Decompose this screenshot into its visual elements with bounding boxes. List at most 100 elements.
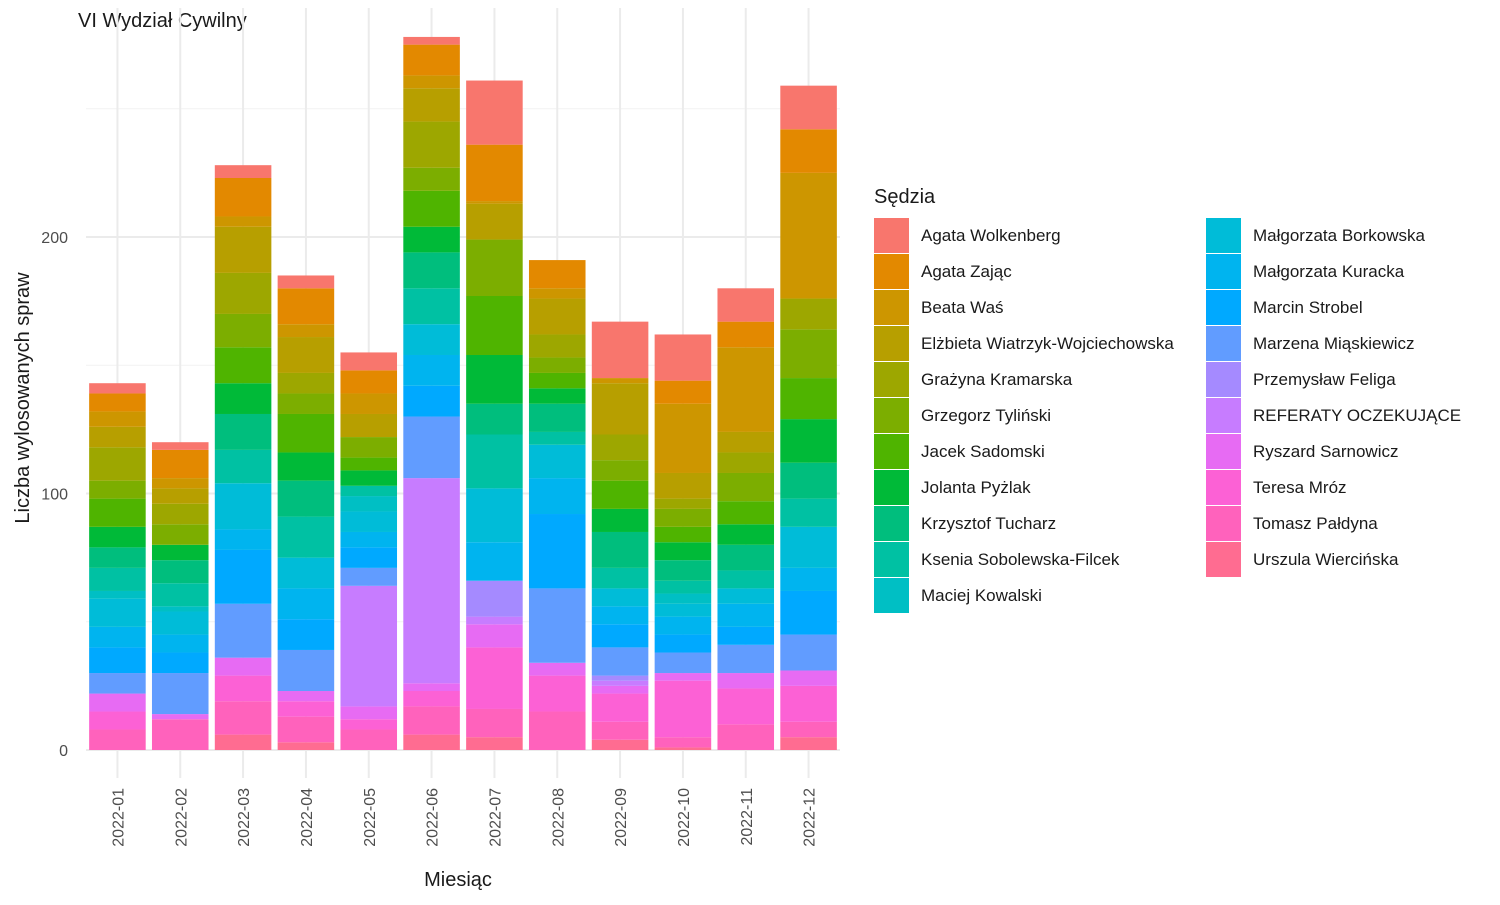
bar-segment <box>717 431 775 453</box>
bar-segment <box>214 483 272 530</box>
legend-label: REFERATY OCZEKUJĄCE <box>1253 406 1461 425</box>
legend-label: Maciej Kowalski <box>921 586 1042 605</box>
bar-segment <box>151 478 209 489</box>
legend-key <box>1206 362 1241 397</box>
bar-segment <box>151 442 209 450</box>
bar-segment <box>654 380 712 404</box>
legend-title: Sędzia <box>874 186 936 208</box>
bar-segment <box>654 498 712 509</box>
bar-segment <box>528 334 586 358</box>
bar-segment <box>151 583 209 607</box>
bar-segment <box>214 226 272 273</box>
bar-segment <box>214 165 272 179</box>
bar-segment <box>591 531 649 568</box>
bar-segment <box>591 460 649 481</box>
legend-key <box>1206 218 1241 253</box>
bar-segment <box>717 501 775 525</box>
bar-segment <box>654 580 712 594</box>
bar-segment <box>717 544 775 571</box>
bar-segment <box>591 588 649 607</box>
bar-segment <box>214 216 272 227</box>
bar-segment <box>403 75 460 89</box>
bar-segment <box>214 603 272 658</box>
bar-segment <box>466 616 523 625</box>
bar-segment <box>780 721 837 738</box>
bar-segment <box>340 585 398 707</box>
bar-segment <box>654 737 712 748</box>
bar-segment <box>89 498 146 527</box>
bar-segment <box>528 357 586 373</box>
bar-segment <box>403 88 460 122</box>
bar-segment <box>340 531 398 548</box>
x-tick-label: 2022-06 <box>425 788 442 847</box>
bar-segment <box>340 706 398 720</box>
bar-segment <box>403 324 460 355</box>
legend-key <box>1206 326 1241 361</box>
bar-segment <box>340 413 398 438</box>
bar-segment <box>403 691 460 707</box>
bar-segment <box>277 337 335 373</box>
bar-segment <box>340 393 398 414</box>
bar-segment <box>403 252 460 289</box>
bar-segment <box>591 480 649 509</box>
chart-title: VI Wydział Cywilny <box>78 10 247 32</box>
bar-segment <box>591 675 649 681</box>
legend-key <box>874 362 909 397</box>
bar-segment <box>654 526 712 543</box>
bar-segment <box>403 734 460 750</box>
bar-segment <box>214 347 272 384</box>
bar-segment <box>89 447 146 481</box>
legend-label: Agata Zając <box>921 262 1012 281</box>
bar-segment <box>214 272 272 314</box>
bar-segment <box>277 393 335 414</box>
bar-segment <box>717 688 775 725</box>
bar-segment <box>214 701 272 735</box>
bar-segment <box>528 514 586 589</box>
bar-segment <box>780 670 837 686</box>
x-tick-label: 2022-10 <box>676 788 693 847</box>
legend-key <box>874 434 909 469</box>
bar-segment <box>340 511 398 532</box>
bar-segment <box>466 295 523 355</box>
bar-segment <box>89 729 146 750</box>
bar-segment <box>591 680 649 686</box>
legend-key <box>874 290 909 325</box>
x-axis-label: Miesiąc <box>424 869 492 891</box>
legend-label: Grzegorz Tyliński <box>921 406 1051 425</box>
bar-segment <box>89 411 146 427</box>
bar-segment <box>654 616 712 635</box>
bar-segment <box>89 626 146 648</box>
bar-segment <box>89 480 146 499</box>
bar-segment <box>403 706 460 735</box>
bar-segment <box>214 383 272 414</box>
legend-label: Marcin Strobel <box>1253 298 1363 317</box>
bar-segment <box>654 593 712 604</box>
bar-segment <box>403 190 460 227</box>
bar-segment <box>466 580 523 617</box>
bar-segment <box>89 526 146 548</box>
bar-segment <box>214 675 272 702</box>
bar-segment <box>277 649 335 692</box>
legend-key <box>1206 398 1241 433</box>
legend-label: Marzena Miąskiewicz <box>1253 334 1415 353</box>
bar-segment <box>780 526 837 568</box>
legend-label: Krzysztof Tucharz <box>921 514 1056 533</box>
bar-segment <box>403 121 460 168</box>
bar-segment <box>780 737 837 750</box>
bar-segment <box>340 567 398 586</box>
bar-segment <box>717 524 775 545</box>
bar-segment <box>654 603 712 617</box>
bar-segment <box>528 298 586 335</box>
bar-segment <box>528 388 586 404</box>
bar-segment <box>89 673 146 694</box>
bar-segment <box>340 485 398 497</box>
bar-segment <box>277 324 335 338</box>
x-tick-label: 2022-03 <box>236 788 253 847</box>
bar-segment <box>277 742 335 750</box>
bar-segment <box>466 239 523 296</box>
bar-segment <box>780 378 837 420</box>
bar-segment <box>214 449 272 484</box>
y-tick-label: 100 <box>41 487 68 504</box>
bar-segment <box>717 603 775 627</box>
bar-segment <box>654 403 712 473</box>
